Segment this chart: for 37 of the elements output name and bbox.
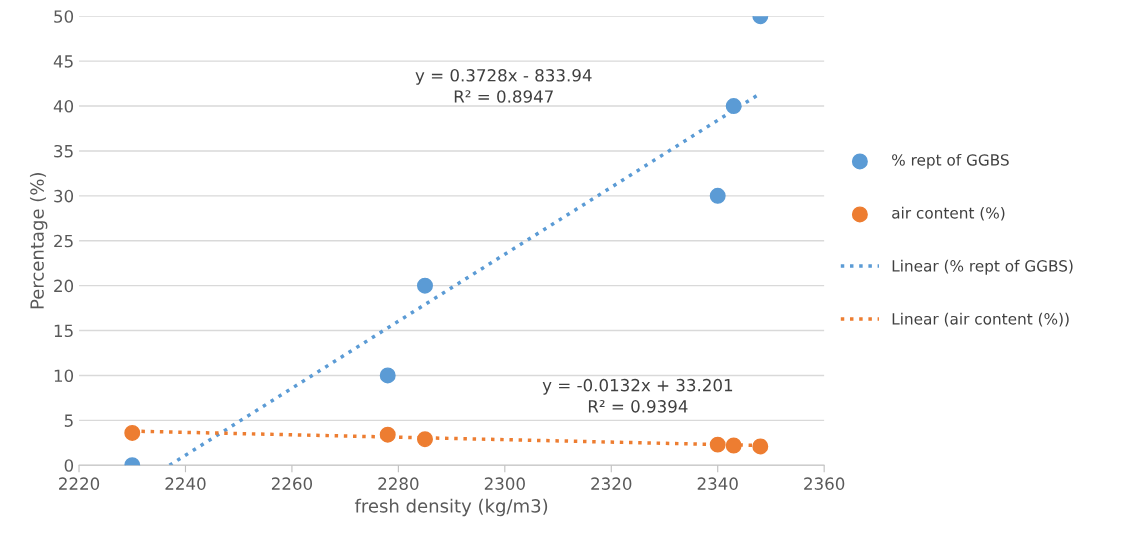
y-tick-label: 35 — [54, 144, 73, 158]
legend-label: air content (%) — [892, 206, 1005, 221]
legend-label: Linear (air content (%)) — [892, 312, 1069, 327]
y-tick-label: 25 — [54, 234, 73, 248]
y-tick-label: 20 — [54, 279, 74, 293]
y-tick-label: 45 — [53, 55, 73, 68]
x-tick-label: 2340 — [697, 477, 738, 490]
y-tick-label: 40 — [53, 100, 74, 113]
x-tick-label: 2280 — [378, 477, 419, 490]
y-tick-label: 10 — [54, 369, 74, 383]
annotation: y = -0.0132x + 33.201 R² = 0.9394 — [542, 378, 733, 413]
x-axis-title: fresh density (kg/m3) — [354, 498, 548, 517]
legend-label: Linear (% rept of GGBS) — [892, 259, 1073, 275]
point — [725, 437, 742, 454]
y-tick-label: 0 — [64, 459, 74, 472]
y-tick-label: 30 — [54, 189, 74, 203]
y-axis-title: Percentage (%) — [29, 173, 48, 309]
annotation: y = 0.3728x - 833.94 R² = 0.8947 — [415, 69, 592, 103]
point — [379, 426, 396, 443]
point — [752, 438, 769, 455]
x-tick-label: 2260 — [271, 477, 313, 490]
x-tick-label: 2240 — [165, 477, 206, 490]
point — [379, 367, 396, 384]
x-tick-label: 2360 — [804, 477, 845, 490]
x-tick-label: 2320 — [591, 477, 632, 490]
y-tick-label: 50 — [54, 10, 74, 23]
y-tick-label: 15 — [54, 324, 73, 338]
point — [709, 187, 726, 204]
y-tick-label: 5 — [64, 414, 73, 427]
legend-label: % rept of GGBS — [892, 153, 1009, 169]
x-tick-label: 2300 — [484, 477, 525, 490]
point — [725, 98, 742, 115]
point — [709, 436, 726, 453]
point — [417, 431, 433, 448]
point — [417, 277, 433, 294]
x-tick-label: 2220 — [59, 477, 100, 490]
point — [124, 424, 141, 441]
